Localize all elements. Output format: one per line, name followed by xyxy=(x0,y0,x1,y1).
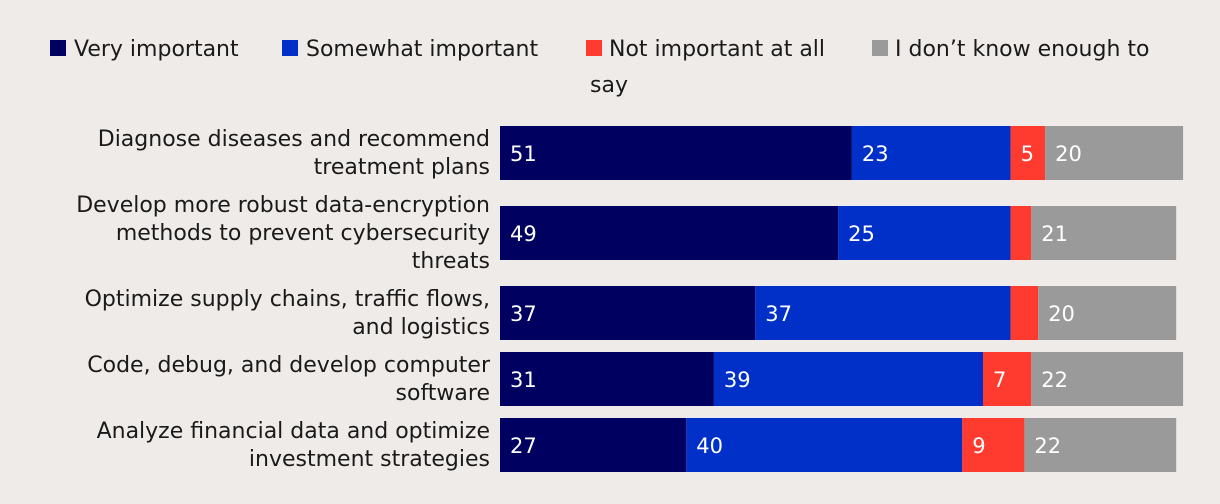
data-label: 20 xyxy=(1048,302,1075,326)
legend-item-i-don-t-know-enough-to-say: I don’t know enough to say xyxy=(590,37,1149,98)
bar-segment-somewhat-important xyxy=(851,126,1011,180)
data-label: 21 xyxy=(1041,222,1068,246)
category-label: software xyxy=(396,381,490,406)
data-label: 22 xyxy=(1041,368,1068,392)
bar-segment-i-don-t-know-enough-to-say xyxy=(1045,126,1184,180)
legend-item-not-important-at-all: Not important at all xyxy=(586,37,825,62)
legend-label: Somewhat important xyxy=(306,37,538,62)
data-label: 37 xyxy=(510,302,537,326)
legend-item-very-important: Very important xyxy=(50,37,239,62)
data-label: 20 xyxy=(1055,142,1082,166)
data-label: 25 xyxy=(848,222,875,246)
bars: 51 23 5 20 49 25 21 37 37 20 31 39 7 22 27 40 9 22 xyxy=(500,126,1184,472)
data-label: 27 xyxy=(510,434,537,458)
bar-segment-somewhat-important xyxy=(713,352,983,406)
category-label: Analyze financial data and optimize xyxy=(97,419,490,444)
bar-segment-i-don-t-know-enough-to-say xyxy=(1024,418,1177,472)
bar-row: 31 39 7 22 xyxy=(500,352,1184,406)
data-label: 39 xyxy=(724,368,751,392)
data-label: 5 xyxy=(1021,142,1034,166)
legend-label: say xyxy=(590,73,628,98)
category-label: Code, debug, and develop computer xyxy=(87,353,491,378)
bar-segment-i-don-t-know-enough-to-say xyxy=(1031,206,1177,260)
legend-swatch xyxy=(586,40,602,56)
bar-row: 51 23 5 20 xyxy=(500,126,1184,180)
category-label: investment strategies xyxy=(249,447,490,472)
data-label: 49 xyxy=(510,222,537,246)
category-label: Diagnose diseases and recommend xyxy=(98,127,490,152)
bar-segment-very-important xyxy=(500,286,756,340)
legend-label: I don’t know enough to xyxy=(895,37,1149,62)
legend-swatch xyxy=(872,40,888,56)
bar-segment-very-important xyxy=(500,126,852,180)
legend-label: Not important at all xyxy=(609,37,825,62)
bar-row: 37 37 20 xyxy=(500,286,1177,340)
bar-row: 27 40 9 22 xyxy=(500,418,1177,472)
bar-segment-not-important-at-all xyxy=(962,418,1025,472)
data-label: 40 xyxy=(696,434,723,458)
legend-swatch xyxy=(50,40,66,56)
legend-label: Very important xyxy=(74,37,239,62)
data-label: 23 xyxy=(862,142,889,166)
bar-segment-somewhat-important xyxy=(755,286,1011,340)
bar-segment-not-important-at-all xyxy=(1010,126,1046,180)
bar-segment-not-important-at-all xyxy=(1010,206,1032,260)
bar-segment-not-important-at-all xyxy=(1010,286,1039,340)
category-label: threats xyxy=(412,249,490,274)
data-label: 37 xyxy=(765,302,792,326)
legend-item-somewhat-important: Somewhat important xyxy=(282,37,538,62)
bar-row: 49 25 21 xyxy=(500,206,1177,260)
bar-segment-very-important xyxy=(500,418,687,472)
category-label: Optimize supply chains, traffic flows, xyxy=(85,287,490,312)
category-label: methods to prevent cybersecurity xyxy=(116,221,490,246)
category-labels: Diagnose diseases and recommend treatment… xyxy=(76,127,491,472)
legend-swatch xyxy=(282,40,298,56)
bar-segment-i-don-t-know-enough-to-say xyxy=(1031,352,1184,406)
data-label: 31 xyxy=(510,368,537,392)
bar-segment-not-important-at-all xyxy=(983,352,1032,406)
bar-segment-very-important xyxy=(500,206,839,260)
data-label: 22 xyxy=(1034,434,1061,458)
legend: Very important Somewhat important Not impo… xyxy=(50,37,1149,98)
bar-segment-somewhat-important xyxy=(686,418,963,472)
bar-segment-very-important xyxy=(500,352,714,406)
category-label: Develop more robust data-encryption xyxy=(76,193,490,218)
bar-segment-i-don-t-know-enough-to-say xyxy=(1038,286,1177,340)
category-label: treatment plans xyxy=(314,155,490,180)
data-label: 7 xyxy=(993,368,1006,392)
data-label: 9 xyxy=(972,434,985,458)
category-label: and logistics xyxy=(352,315,490,340)
bar-segment-somewhat-important xyxy=(838,206,1011,260)
data-label: 51 xyxy=(510,142,537,166)
